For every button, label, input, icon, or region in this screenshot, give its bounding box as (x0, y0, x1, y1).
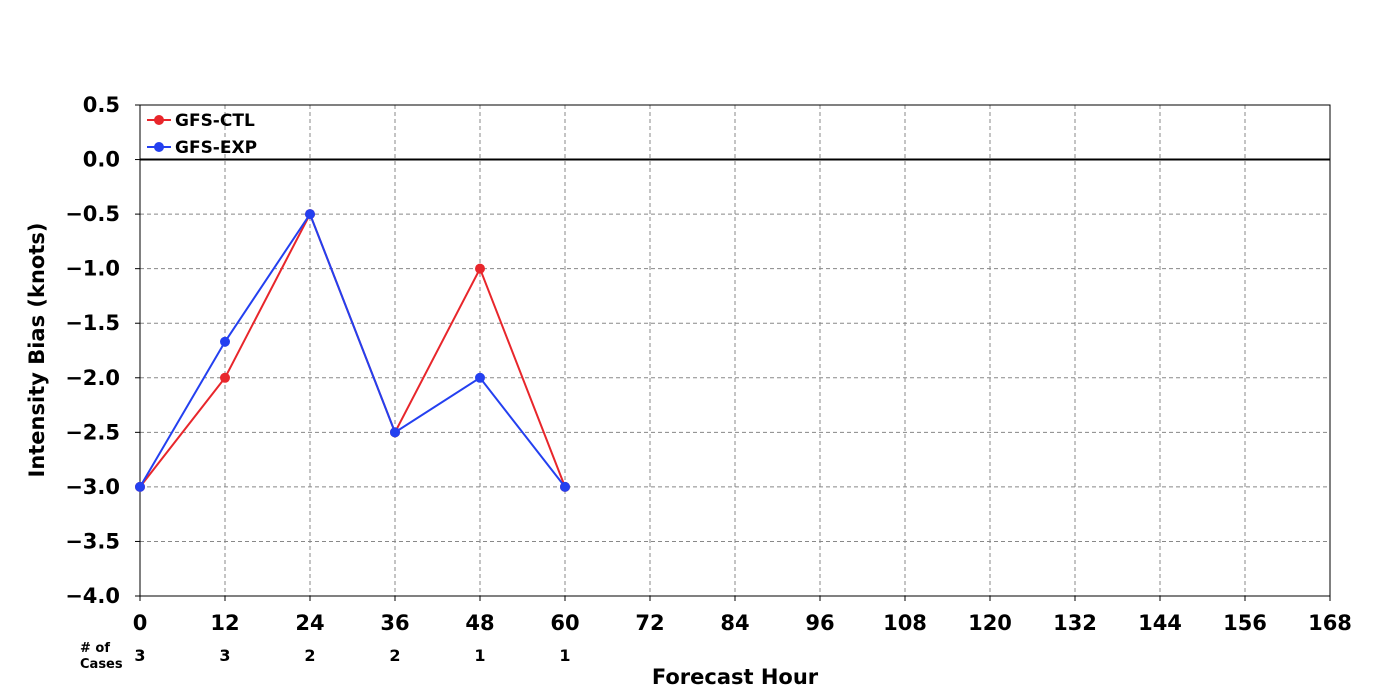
case-count: 3 (219, 646, 230, 665)
legend-item-gfs-exp: GFS-EXP (147, 138, 257, 158)
x-tick-label: 24 (295, 611, 324, 635)
x-tick-label: 168 (1308, 611, 1352, 635)
x-tick-label: 48 (465, 611, 494, 635)
cases-label-line1: # of (80, 641, 110, 656)
series-gfs-exp (135, 209, 570, 492)
y-tick-label: −1.0 (65, 257, 120, 281)
data-point-gfs-exp (135, 481, 145, 492)
data-point-gfs-exp (220, 336, 230, 347)
y-tick-label: 0.0 (83, 148, 120, 172)
data-point-gfs-exp (475, 372, 485, 383)
data-point-gfs-exp (560, 481, 570, 492)
y-tick-label: −2.5 (65, 420, 120, 444)
y-tick-label: −0.5 (65, 202, 120, 226)
data-series (135, 209, 570, 492)
x-tick-label: 72 (635, 611, 664, 635)
case-count: 1 (559, 646, 570, 665)
legend: GFS-CTL GFS-EXP (147, 111, 257, 158)
legend-swatch-marker (154, 142, 164, 152)
data-point-gfs-exp (305, 209, 315, 220)
cases-label-line2: Cases (80, 657, 123, 672)
x-axis-title: Forecast Hour (652, 665, 819, 689)
case-count: 2 (304, 646, 315, 665)
data-point-gfs-ctl (220, 372, 230, 383)
x-tick-label: 144 (1138, 611, 1182, 635)
y-tick-label: −2.0 (65, 366, 120, 390)
data-point-gfs-ctl (475, 263, 485, 274)
case-count: 2 (389, 646, 400, 665)
legend-swatch-marker (154, 115, 164, 125)
x-tick-label: 36 (380, 611, 409, 635)
case-count: 1 (474, 646, 485, 665)
x-tick-label: 84 (720, 611, 749, 635)
y-axis-title: Intensity Bias (knots) (25, 223, 49, 478)
case-count: 3 (134, 646, 145, 665)
x-tick-label: 12 (210, 611, 239, 635)
grid-lines (140, 105, 1330, 596)
x-tick-label: 60 (550, 611, 579, 635)
legend-label: GFS-CTL (175, 111, 255, 131)
legend-item-gfs-ctl: GFS-CTL (147, 111, 255, 131)
x-axis-ticks: 0 12 24 36 48 60 72 84 96 108 120 132 144 156 168 (133, 596, 1352, 635)
y-tick-label: −3.0 (65, 475, 120, 499)
x-tick-label: 96 (805, 611, 834, 635)
legend-label: GFS-EXP (175, 138, 257, 158)
x-tick-label: 0 (133, 611, 148, 635)
series-line-gfs-exp (139, 211, 566, 488)
cases-row: # of Cases 3 3 2 2 1 1 (80, 641, 571, 672)
y-tick-label: 0.5 (83, 93, 120, 117)
y-tick-label: −4.0 (65, 584, 120, 608)
data-point-gfs-exp (390, 427, 400, 438)
x-tick-label: 132 (1053, 611, 1097, 635)
y-tick-label: −3.5 (65, 529, 120, 553)
y-axis-ticks: 0.5 0.0 −0.5 −1.0 −1.5 −2.0 −2.5 −3.0 −3.5 −4.0 (65, 93, 140, 608)
x-tick-label: 108 (883, 611, 927, 635)
x-tick-label: 156 (1223, 611, 1267, 635)
x-tick-label: 120 (968, 611, 1012, 635)
y-tick-label: −1.5 (65, 311, 120, 335)
